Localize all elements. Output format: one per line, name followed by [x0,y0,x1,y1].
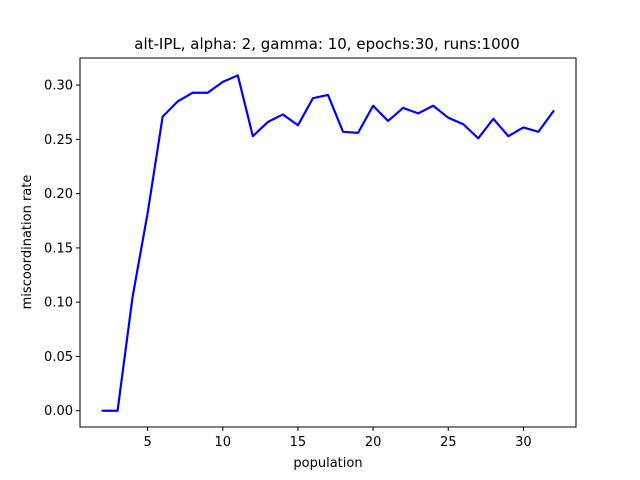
series-line [101,74,555,412]
plot-frame [79,57,577,428]
x-tick-label: 30 [515,435,532,450]
y-tick-label: 0.00 [44,404,73,419]
x-tick-label: 10 [215,435,232,450]
plot-area [80,58,576,427]
axis-ticks: 5 10 15 20 25 30 0.00 0.05 0.10 0.15 0.20 0.25 0.30 [44,79,532,450]
chart-title: alt-IPL, alpha: 2, gamma: 10, epochs:30,… [134,35,519,53]
x-tick-label: 15 [290,435,307,450]
y-axis-label: miscoordination rate [20,175,35,310]
y-tick-label: 0.10 [44,296,73,311]
y-tick-label: 0.25 [44,133,73,148]
x-tick-label: 25 [440,435,457,450]
y-tick-label: 0.20 [44,187,73,202]
y-tick-label: 0.30 [44,79,73,94]
x-axis-label: population [293,456,362,471]
x-tick-label: 20 [365,435,382,450]
y-tick-label: 0.15 [44,241,73,256]
x-tick-label: 5 [143,435,151,450]
y-tick-label: 0.05 [44,350,73,365]
